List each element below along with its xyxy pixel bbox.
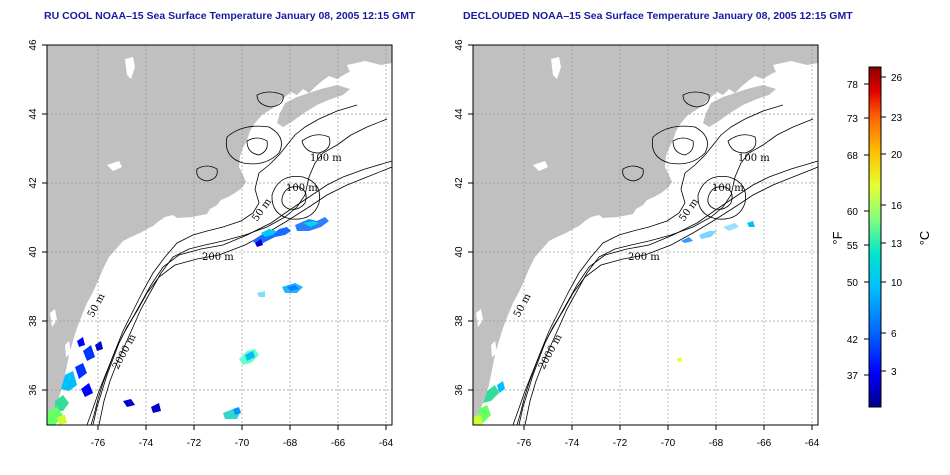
map-panel-raw xyxy=(46,44,393,426)
map-title-raw: RU COOL NOAA–15 Sea Surface Temperature … xyxy=(44,10,416,22)
map-panel-declouded xyxy=(472,44,819,426)
y-tick-label: 40 xyxy=(454,246,465,258)
y-tick-label: 38 xyxy=(28,315,39,327)
contour-label: 200 m xyxy=(628,252,660,263)
x-tick-label: -76 xyxy=(91,438,106,449)
colorbar-c-label: 20 xyxy=(891,150,903,161)
colorbar-f-label: 68 xyxy=(847,151,859,162)
contour-label: 100 m xyxy=(310,153,342,164)
contour-label: 100 m xyxy=(738,153,770,164)
colorbar xyxy=(868,66,882,408)
contour-label: 100 m xyxy=(712,183,744,194)
contour-label: 200 m xyxy=(202,252,234,263)
x-tick-label: -72 xyxy=(613,438,628,449)
y-tick-label: 38 xyxy=(454,315,465,327)
colorbar-f-label: 42 xyxy=(847,335,859,346)
sst-patches-declouded xyxy=(473,221,755,425)
x-tick-label: -68 xyxy=(709,438,724,449)
x-tick-label: -76 xyxy=(517,438,532,449)
y-tick-label: 42 xyxy=(28,177,39,189)
colorbar-c-label: 6 xyxy=(891,329,897,340)
colorbar-c-label: 16 xyxy=(891,201,903,212)
x-tick-label: -64 xyxy=(805,438,820,449)
colorbar-f-label: 73 xyxy=(847,114,859,125)
colorbar-c-label: 13 xyxy=(891,239,903,250)
x-tick-label: -72 xyxy=(187,438,202,449)
colorbar-f-label: 50 xyxy=(847,278,859,289)
colorbar-c-label: 26 xyxy=(891,73,903,84)
x-tick-label: -74 xyxy=(565,438,580,449)
y-tick-label: 44 xyxy=(28,108,39,120)
y-tick-label: 42 xyxy=(454,177,465,189)
y-tick-label: 46 xyxy=(454,39,465,51)
y-tick-label: 40 xyxy=(28,246,39,258)
x-tick-label: -70 xyxy=(661,438,676,449)
colorbar-c-label: 10 xyxy=(891,278,903,289)
fahrenheit-unit-label: °F xyxy=(830,231,845,244)
x-tick-label: -70 xyxy=(235,438,250,449)
colorbar-f-label: 60 xyxy=(847,207,859,218)
contour-label: 100 m xyxy=(286,183,318,194)
colorbar-f-label: 37 xyxy=(847,371,859,382)
x-tick-label: -74 xyxy=(139,438,154,449)
sst-patches-raw xyxy=(47,217,329,425)
y-tick-label: 36 xyxy=(454,384,465,396)
y-tick-label: 44 xyxy=(454,108,465,120)
x-tick-label: -66 xyxy=(757,438,772,449)
colorbar-c-label: 3 xyxy=(891,367,897,378)
colorbar-f-ticks xyxy=(864,83,869,376)
x-tick-label: -68 xyxy=(283,438,298,449)
x-tick-label: -66 xyxy=(331,438,346,449)
x-tick-label: -64 xyxy=(379,438,394,449)
colorbar-c-label: 23 xyxy=(891,113,903,124)
tick-marks-raw xyxy=(42,44,387,430)
y-tick-label: 36 xyxy=(28,384,39,396)
colorbar-f-label: 78 xyxy=(847,80,859,91)
y-tick-label: 46 xyxy=(28,39,39,51)
map-title-declouded: DECLOUDED NOAA–15 Sea Surface Temperatur… xyxy=(463,10,853,22)
colorbar-c-ticks xyxy=(881,76,886,372)
celsius-unit-label: °C xyxy=(917,231,932,246)
colorbar-f-label: 55 xyxy=(847,241,859,252)
tick-marks-declouded xyxy=(468,44,813,430)
